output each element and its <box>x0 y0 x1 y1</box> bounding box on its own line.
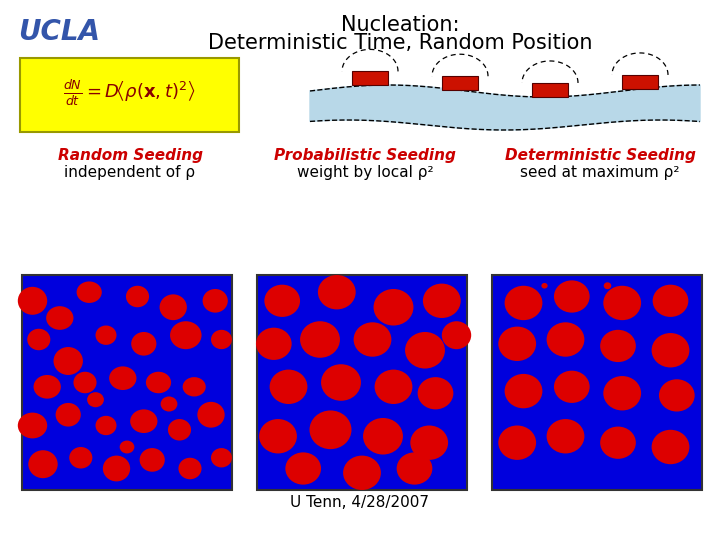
Ellipse shape <box>541 283 548 288</box>
Ellipse shape <box>161 396 177 411</box>
Ellipse shape <box>603 286 641 320</box>
Ellipse shape <box>554 370 590 403</box>
Ellipse shape <box>410 426 448 460</box>
Ellipse shape <box>374 369 413 404</box>
Text: $\frac{dN}{dt} = D\!\left\langle\rho(\mathbf{x},t)^2\right\rangle$: $\frac{dN}{dt} = D\!\left\langle\rho(\ma… <box>63 78 197 108</box>
Text: Deterministic Time, Random Position: Deterministic Time, Random Position <box>208 33 593 53</box>
Ellipse shape <box>405 332 445 368</box>
Ellipse shape <box>600 427 636 459</box>
Ellipse shape <box>498 426 536 460</box>
Bar <box>352 71 388 85</box>
Ellipse shape <box>318 275 356 309</box>
Ellipse shape <box>554 280 590 313</box>
Ellipse shape <box>505 286 542 320</box>
Bar <box>622 75 658 89</box>
Ellipse shape <box>179 458 202 480</box>
Ellipse shape <box>140 448 165 472</box>
Bar <box>257 275 467 490</box>
Ellipse shape <box>363 418 403 455</box>
Polygon shape <box>310 85 700 130</box>
Ellipse shape <box>546 419 585 454</box>
Ellipse shape <box>34 375 61 399</box>
Ellipse shape <box>600 330 636 362</box>
Ellipse shape <box>27 329 50 350</box>
Ellipse shape <box>73 372 96 393</box>
Ellipse shape <box>603 282 611 289</box>
Ellipse shape <box>211 448 232 468</box>
Ellipse shape <box>269 369 307 404</box>
Ellipse shape <box>652 333 690 367</box>
Bar <box>492 275 702 490</box>
Ellipse shape <box>211 330 232 349</box>
Ellipse shape <box>546 322 585 357</box>
Text: Probabilistic Seeding: Probabilistic Seeding <box>274 148 456 163</box>
Ellipse shape <box>418 377 454 409</box>
Ellipse shape <box>652 285 688 317</box>
Ellipse shape <box>18 287 48 315</box>
Ellipse shape <box>354 322 392 357</box>
Text: Random Seeding: Random Seeding <box>58 148 202 163</box>
Ellipse shape <box>168 419 191 441</box>
Ellipse shape <box>374 289 413 326</box>
Ellipse shape <box>423 284 461 318</box>
Ellipse shape <box>103 456 130 481</box>
Ellipse shape <box>130 409 158 433</box>
Bar <box>532 83 568 97</box>
Ellipse shape <box>120 441 135 454</box>
Ellipse shape <box>202 289 228 313</box>
Bar <box>22 275 232 490</box>
Ellipse shape <box>321 364 361 401</box>
Text: weight by local ρ²: weight by local ρ² <box>297 165 433 180</box>
Ellipse shape <box>343 456 381 490</box>
Ellipse shape <box>109 366 137 390</box>
Ellipse shape <box>285 453 321 484</box>
Ellipse shape <box>87 392 104 407</box>
Ellipse shape <box>96 416 117 435</box>
Ellipse shape <box>146 372 171 393</box>
Ellipse shape <box>256 328 292 360</box>
Ellipse shape <box>310 410 351 449</box>
Ellipse shape <box>442 321 471 349</box>
Ellipse shape <box>126 286 149 307</box>
Ellipse shape <box>659 379 695 411</box>
Text: U Tenn, 4/28/2007: U Tenn, 4/28/2007 <box>290 495 430 510</box>
Text: Nucleation:: Nucleation: <box>341 15 459 35</box>
Ellipse shape <box>397 453 432 484</box>
Ellipse shape <box>652 430 690 464</box>
Ellipse shape <box>18 413 48 438</box>
Text: independent of ρ: independent of ρ <box>64 165 196 180</box>
FancyBboxPatch shape <box>20 58 239 132</box>
Ellipse shape <box>53 347 83 375</box>
Ellipse shape <box>55 403 81 427</box>
Ellipse shape <box>603 376 641 410</box>
Ellipse shape <box>69 447 92 469</box>
Text: UCLA: UCLA <box>18 18 100 46</box>
Text: seed at maximum ρ²: seed at maximum ρ² <box>521 165 680 180</box>
Ellipse shape <box>96 326 117 345</box>
Ellipse shape <box>505 374 542 408</box>
Ellipse shape <box>197 402 225 428</box>
Ellipse shape <box>76 281 102 303</box>
Ellipse shape <box>498 327 536 361</box>
Ellipse shape <box>131 332 156 356</box>
Ellipse shape <box>259 419 297 454</box>
Ellipse shape <box>170 321 202 349</box>
Ellipse shape <box>28 450 58 478</box>
Ellipse shape <box>300 321 340 358</box>
Bar <box>442 76 478 90</box>
Ellipse shape <box>46 306 73 330</box>
Ellipse shape <box>160 294 187 320</box>
Ellipse shape <box>183 377 206 396</box>
Ellipse shape <box>264 285 300 317</box>
Text: Deterministic Seeding: Deterministic Seeding <box>505 148 696 163</box>
